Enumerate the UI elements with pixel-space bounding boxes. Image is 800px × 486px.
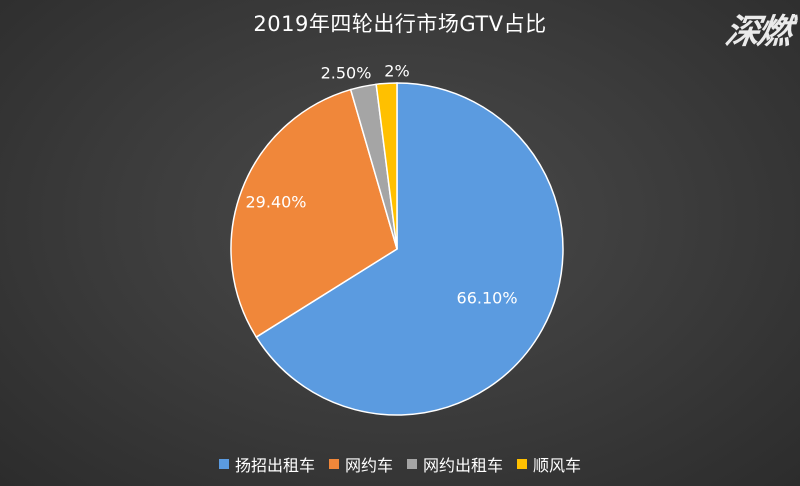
legend-label-3: 顺风车 xyxy=(533,456,582,475)
legend-item-3: 顺风车 xyxy=(517,452,581,476)
pie-slices xyxy=(230,82,564,416)
data-label-3: 2% xyxy=(384,62,409,81)
data-label-2: 2.50% xyxy=(321,64,372,83)
legend-item-1: 网约车 xyxy=(328,452,393,476)
pie-slice-1 xyxy=(230,88,398,339)
pie-data-labels: 66.10% 29.40% 2.50% 2% xyxy=(246,62,518,308)
data-label-0: 66.10% xyxy=(457,288,518,307)
data-label-1: 29.40% xyxy=(246,192,307,211)
legend-label-2: 网约出租车 xyxy=(423,456,504,475)
pie-slice-3 xyxy=(375,82,398,250)
legend-swatch-2 xyxy=(407,459,417,469)
legend-label-0: 扬招出租车 xyxy=(234,456,315,475)
legend: 扬招出租车 网约车 网约出租车 顺风车 xyxy=(0,452,800,476)
legend-swatch-1 xyxy=(328,459,339,469)
chart-title: 2019年四轮出行市场GTV占比 xyxy=(253,12,547,36)
legend-item-2: 网约出租车 xyxy=(407,452,503,476)
legend-label-1: 网约车 xyxy=(344,456,393,475)
legend-swatch-0 xyxy=(218,459,229,469)
legend-swatch-3 xyxy=(517,459,528,469)
legend-item-0: 扬招出租车 xyxy=(218,452,315,476)
pie-slice-0 xyxy=(255,82,564,416)
